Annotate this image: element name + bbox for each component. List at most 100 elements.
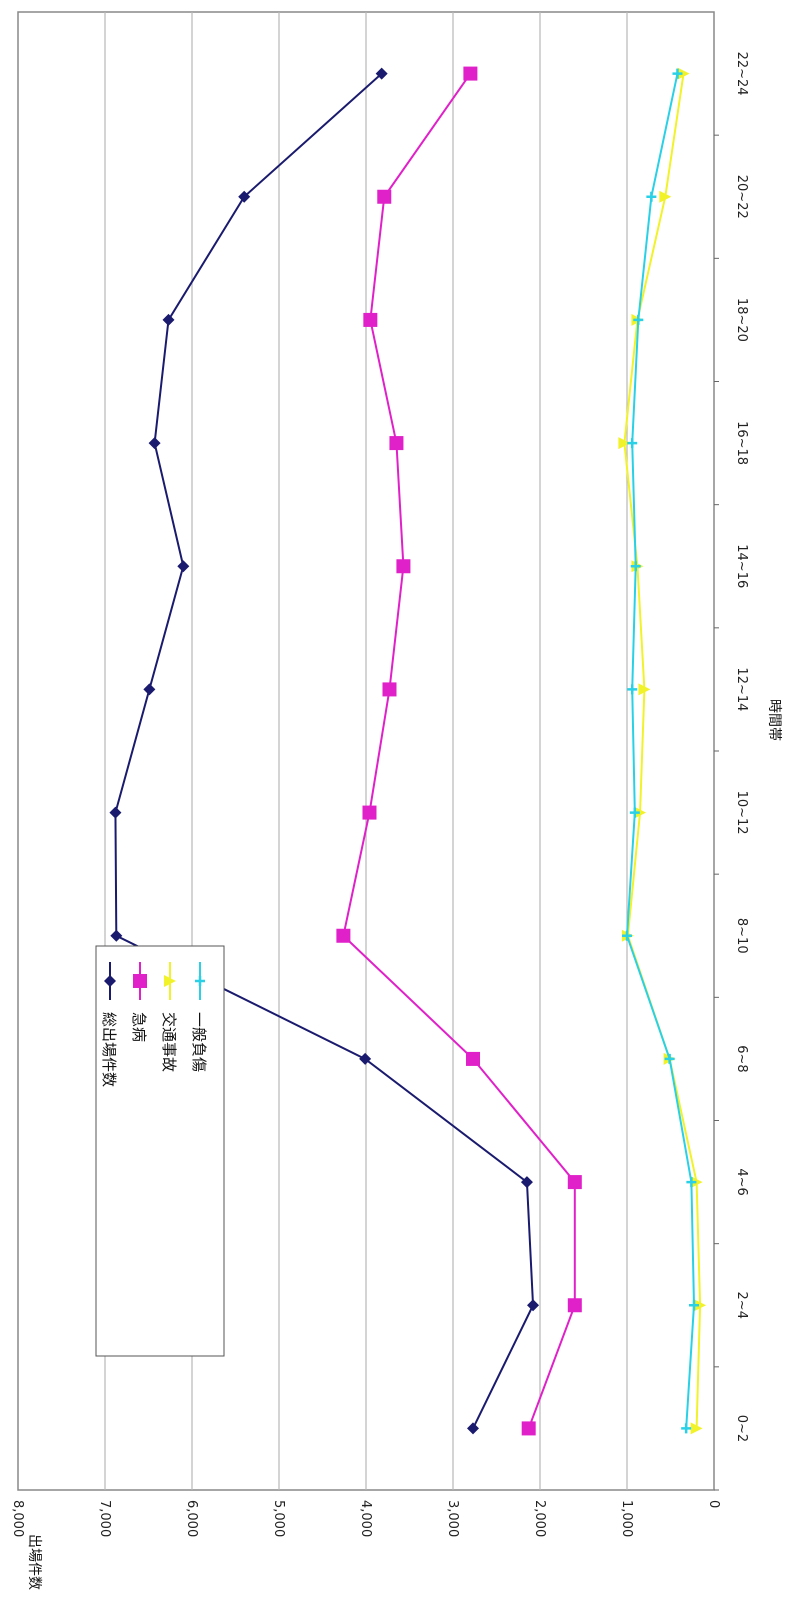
legend-item: 総出場件数 bbox=[100, 962, 118, 1087]
x-tick: 4~6 bbox=[734, 1168, 749, 1195]
data-point bbox=[630, 561, 641, 572]
y-tick: 8,000 bbox=[10, 1500, 25, 1537]
legend-item: 急病 bbox=[130, 962, 148, 1042]
x-tick-label: 22~24 bbox=[734, 52, 749, 96]
series-line bbox=[114, 72, 535, 1429]
series-1 bbox=[109, 67, 540, 1435]
series-group bbox=[109, 66, 707, 1436]
x-tick-label: 16~18 bbox=[734, 421, 749, 465]
y-tick-label: 7,000 bbox=[97, 1500, 112, 1537]
y-tick-label: 8,000 bbox=[10, 1500, 25, 1537]
x-tick-label: 6~8 bbox=[734, 1045, 749, 1072]
data-point bbox=[567, 1175, 582, 1190]
legend: 総出場件数 急病 交通事故 一般負傷 bbox=[95, 945, 225, 1357]
legend-label-text: 急病 bbox=[130, 1012, 148, 1042]
data-point bbox=[672, 68, 683, 79]
y-tick-label: 6,000 bbox=[184, 1500, 199, 1537]
data-point bbox=[362, 805, 377, 820]
x-tick: 8~10 bbox=[734, 918, 749, 954]
x-tick-label: 2~4 bbox=[734, 1292, 749, 1319]
series-line bbox=[625, 73, 695, 1429]
data-point bbox=[143, 683, 156, 696]
x-tick-labels: 0~2 2~4 4~6 6~8 8~10 10~12 12~14 14~16 16~18 18~2… bbox=[714, 52, 749, 1491]
legend-item: 一般負傷 bbox=[190, 962, 208, 1072]
x-tick-label: 10~12 bbox=[734, 791, 749, 835]
series-line bbox=[342, 73, 576, 1429]
legend-box bbox=[95, 945, 225, 1357]
data-point bbox=[681, 1423, 692, 1434]
x-tick: 12~14 bbox=[734, 667, 749, 711]
data-point bbox=[622, 930, 632, 941]
y-tick-label: 2,000 bbox=[532, 1500, 547, 1537]
legend-label-text: 一般負傷 bbox=[190, 1012, 208, 1072]
legend-label: 総出場件数 bbox=[100, 1012, 118, 1087]
y-axis-title: 出場件数 bbox=[26, 1534, 42, 1590]
data-point bbox=[359, 1052, 372, 1065]
series-line bbox=[623, 73, 702, 1429]
data-point bbox=[627, 684, 638, 695]
data-point bbox=[638, 683, 651, 696]
x-tick: 20~22 bbox=[734, 175, 749, 219]
data-point bbox=[148, 437, 161, 450]
y-tick-label: 5,000 bbox=[271, 1500, 286, 1537]
y-tick: 7,000 bbox=[97, 1500, 112, 1537]
y-tick-label: 3,000 bbox=[445, 1500, 460, 1537]
legend-marker bbox=[195, 976, 205, 986]
data-point bbox=[109, 806, 122, 819]
legend-label-text: 総出場件数 bbox=[100, 1012, 118, 1087]
x-tick-label: 20~22 bbox=[734, 175, 749, 219]
legend-label: 一般負傷 bbox=[190, 1012, 208, 1072]
x-tick-label: 12~14 bbox=[734, 667, 749, 711]
y-tick: 6,000 bbox=[184, 1500, 199, 1537]
data-point bbox=[177, 560, 190, 573]
series-4 bbox=[622, 68, 699, 1434]
x-tick: 6~8 bbox=[734, 1045, 749, 1072]
x-tick: 10~12 bbox=[734, 791, 749, 835]
data-point bbox=[567, 1298, 582, 1313]
data-point bbox=[520, 1176, 533, 1189]
legend-marker bbox=[133, 974, 147, 988]
y-tick: 4,000 bbox=[358, 1500, 373, 1537]
x-axis-title-text: 時間帯 bbox=[766, 699, 782, 741]
y-tick: 3,000 bbox=[445, 1500, 460, 1537]
data-point bbox=[677, 67, 690, 80]
data-point bbox=[396, 559, 411, 574]
legend-label-text: 交通事故 bbox=[160, 1012, 178, 1072]
y-tick: 5,000 bbox=[271, 1500, 286, 1537]
y-tick-label: 4,000 bbox=[358, 1500, 373, 1537]
data-point bbox=[646, 191, 657, 202]
x-tick: 16~18 bbox=[734, 421, 749, 465]
y-axis-title-text: 出場件数 bbox=[26, 1534, 42, 1590]
data-point bbox=[686, 1177, 697, 1188]
x-tick-label: 18~20 bbox=[734, 298, 749, 342]
y-tick: 0 bbox=[706, 1500, 721, 1508]
x-axis-title: 時間帯 bbox=[766, 699, 782, 741]
data-point bbox=[463, 66, 478, 81]
series-2 bbox=[336, 66, 582, 1436]
legend-label: 交通事故 bbox=[160, 1012, 178, 1072]
legend-label: 急病 bbox=[130, 1012, 148, 1042]
data-point bbox=[690, 1422, 703, 1435]
data-point bbox=[521, 1421, 536, 1436]
data-point bbox=[627, 438, 638, 449]
data-point bbox=[389, 436, 404, 451]
data-point bbox=[618, 437, 631, 450]
data-point bbox=[238, 190, 251, 203]
y-tick: 2,000 bbox=[532, 1500, 547, 1537]
x-tick: 14~16 bbox=[734, 544, 749, 588]
data-point bbox=[377, 189, 392, 204]
data-point bbox=[466, 1051, 481, 1066]
x-tick: 18~20 bbox=[734, 298, 749, 342]
y-tick: 1,000 bbox=[619, 1500, 634, 1537]
legend-item: 交通事故 bbox=[160, 962, 178, 1072]
y-tick-labels: 0 1,000 2,000 3,000 4,000 5,000 6,000 7,000 8,00… bbox=[10, 1500, 721, 1537]
data-point bbox=[527, 1299, 540, 1312]
data-point bbox=[659, 190, 672, 203]
data-point bbox=[467, 1422, 480, 1435]
legend-marker bbox=[164, 975, 176, 987]
data-point bbox=[382, 682, 397, 697]
data-point bbox=[375, 67, 388, 80]
x-tick-label: 8~10 bbox=[734, 918, 749, 954]
series-3 bbox=[618, 67, 707, 1435]
